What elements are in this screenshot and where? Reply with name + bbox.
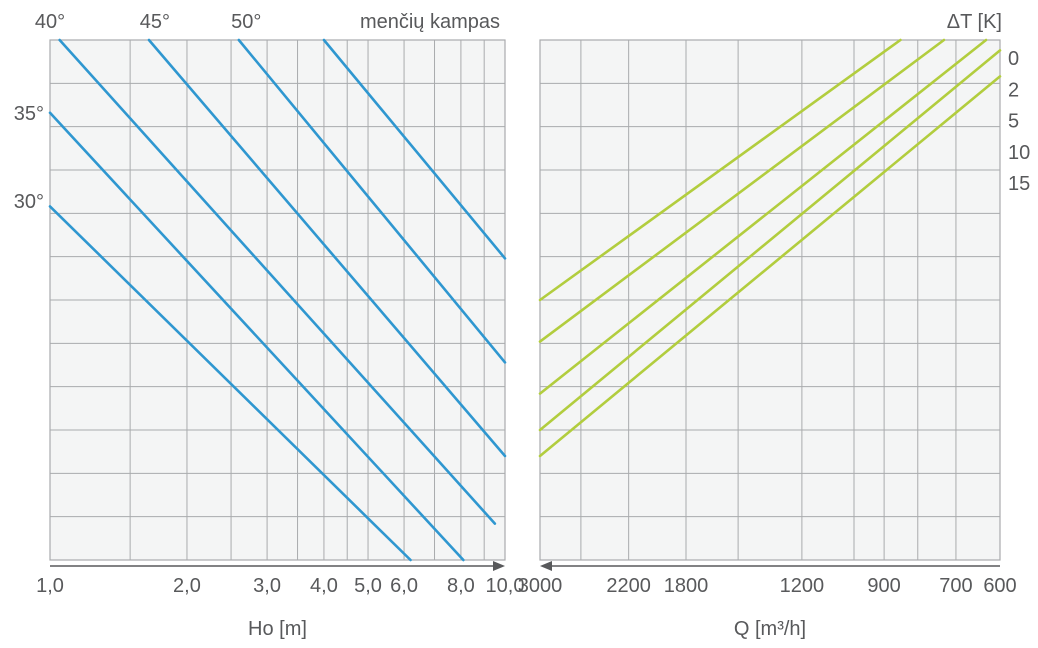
chart-container: 1,02,03,04,05,06,08,010,0300022001800120… <box>0 0 1038 648</box>
right-side-dt-label: 0 <box>1008 48 1019 70</box>
right-x-tick-label: 2200 <box>606 575 651 597</box>
left-x-tick-label: 3,0 <box>253 575 281 597</box>
right-x-tick-label: 900 <box>867 575 900 597</box>
left-axis-title: Ho [m] <box>248 618 307 640</box>
left-x-tick-label: 5,0 <box>354 575 382 597</box>
right-x-tick-label: 1800 <box>664 575 709 597</box>
right-side-dt-label: 2 <box>1008 79 1019 101</box>
right-side-dt-label: 5 <box>1008 111 1019 133</box>
nomograph-chart: 1,02,03,04,05,06,08,010,0300022001800120… <box>0 0 1038 648</box>
right-side-dt-label: 15 <box>1008 173 1030 195</box>
left-x-tick-label: 2,0 <box>173 575 201 597</box>
left-top-angle-label: 40° <box>35 11 65 33</box>
left-side-angle-label: 30° <box>14 191 44 213</box>
left-top-title: menčių kampas <box>360 11 500 33</box>
right-x-tick-label: 3000 <box>518 575 563 597</box>
right-axis-arrow-head <box>540 561 552 571</box>
right-side-dt-label: 10 <box>1008 142 1030 164</box>
right-x-tick-label: 700 <box>939 575 972 597</box>
left-x-tick-label: 4,0 <box>310 575 338 597</box>
right-axis-title: Q [m³/h] <box>734 618 806 640</box>
left-top-angle-label: 50° <box>231 11 261 33</box>
left-x-tick-label: 6,0 <box>390 575 418 597</box>
left-top-angle-label: 45° <box>140 11 170 33</box>
right-top-title: ΔT [K] <box>947 11 1002 33</box>
left-axis-arrow-head <box>493 561 505 571</box>
right-x-tick-label: 600 <box>983 575 1016 597</box>
left-x-tick-label: 1,0 <box>36 575 64 597</box>
left-x-tick-label: 8,0 <box>447 575 475 597</box>
left-side-angle-label: 35° <box>14 103 44 125</box>
right-x-tick-label: 1200 <box>780 575 825 597</box>
